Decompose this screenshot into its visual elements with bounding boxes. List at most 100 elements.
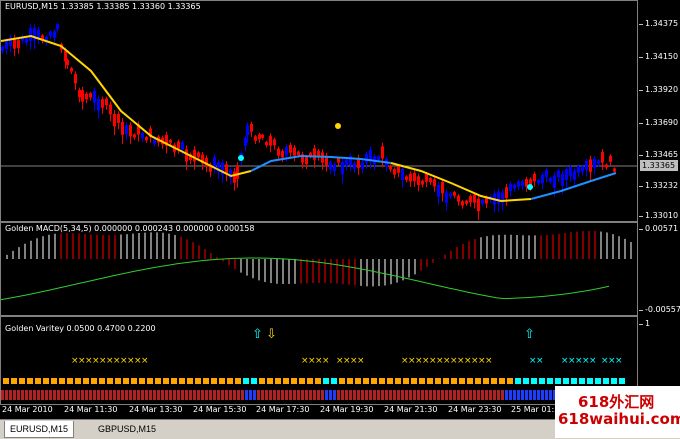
candle-body	[429, 178, 432, 183]
candle-body	[341, 161, 344, 175]
variety-strip	[329, 390, 332, 400]
candle-body	[601, 152, 604, 163]
tab-eurusd[interactable]: EURUSD,M15	[4, 421, 75, 438]
variety-strip	[413, 390, 416, 400]
variety-square	[155, 378, 161, 384]
variety-strip	[401, 390, 404, 400]
time-label: 25 Mar 01:30	[511, 405, 565, 414]
candle-body	[609, 155, 612, 162]
variety-strip	[429, 390, 432, 400]
variety-star: ×	[343, 356, 351, 366]
variety-strip	[9, 390, 12, 400]
candle-body	[425, 174, 428, 182]
variety-strip	[265, 390, 268, 400]
variety-title: Golden Varitey 0.0500 0.4700 0.2200	[5, 324, 156, 333]
variety-strip	[325, 390, 328, 400]
variety-square	[411, 378, 417, 384]
variety-square	[547, 378, 553, 384]
candle-body	[149, 128, 152, 137]
candle-body	[121, 121, 124, 135]
variety-star: ×	[401, 356, 409, 366]
candle-body	[481, 199, 484, 204]
variety-square	[3, 378, 9, 384]
variety-strip	[485, 390, 488, 400]
variety-square	[211, 378, 217, 384]
candle-body	[469, 196, 472, 203]
variety-star: ×	[443, 356, 451, 366]
price-chart-panel[interactable]: EURUSD,M15 1.33385 1.33385 1.33360 1.333…	[0, 0, 638, 222]
candle-body	[105, 98, 108, 106]
macd-signal-line	[1, 257, 610, 301]
variety-star: ×	[357, 356, 365, 366]
time-label: 24 Mar 13:30	[129, 405, 183, 414]
variety-square	[219, 378, 225, 384]
candle-body	[269, 136, 272, 146]
variety-strip	[525, 390, 528, 400]
variety-strip	[61, 390, 64, 400]
candle-body	[345, 159, 348, 166]
time-label: 24 Mar 2010	[2, 405, 53, 414]
variety-square	[539, 378, 545, 384]
candle-body	[265, 141, 268, 146]
variety-strip	[457, 390, 460, 400]
variety-strip	[513, 390, 516, 400]
candle-body	[193, 149, 196, 162]
candle-body	[246, 125, 249, 136]
macd-panel[interactable]: Golden MACD(5,34,5) 0.000000 0.000243 0.…	[0, 222, 638, 316]
variety-square	[451, 378, 457, 384]
candle-body	[197, 152, 200, 158]
candle-body	[113, 113, 116, 127]
variety-square	[475, 378, 481, 384]
candle-body	[81, 90, 84, 102]
variety-strip	[125, 390, 128, 400]
variety-square	[163, 378, 169, 384]
variety-strip	[249, 390, 252, 400]
variety-strip	[253, 390, 256, 400]
tab-gbpusd[interactable]: GBPUSD,M15	[98, 424, 157, 434]
candle-body	[409, 173, 412, 182]
variety-strip	[133, 390, 136, 400]
candle-body	[309, 152, 312, 157]
variety-strip	[173, 390, 176, 400]
variety-strip	[209, 390, 212, 400]
arrow-up-icon: ⇧	[524, 327, 535, 342]
variety-square	[331, 378, 337, 384]
candle-body	[529, 179, 532, 187]
candle-body	[236, 166, 239, 179]
candle-body	[93, 90, 96, 103]
candle-body	[185, 149, 188, 162]
variety-star: ×	[422, 356, 430, 366]
variety-square	[587, 378, 593, 384]
time-label: 24 Mar 23:30	[448, 405, 502, 414]
candle-body	[445, 192, 448, 203]
variety-square	[59, 378, 65, 384]
variety-strip	[153, 390, 156, 400]
variety-strip	[17, 390, 20, 400]
current-price-box: 1.33365	[640, 160, 678, 171]
variety-square	[395, 378, 401, 384]
variety-panel[interactable]: × × × × × × × × × × × × × × × × × × × × × × × × × × × × × × × × × × × × × × × ×…	[0, 316, 638, 405]
candle-body	[125, 125, 128, 135]
variety-strip	[161, 390, 164, 400]
variety-square	[67, 378, 73, 384]
candle-body	[177, 141, 180, 149]
variety-strip	[333, 390, 336, 400]
candle-body	[537, 180, 540, 184]
variety-square	[187, 378, 193, 384]
candle-body	[313, 148, 316, 160]
candle-body	[413, 172, 416, 182]
variety-strip	[93, 390, 96, 400]
candle-body	[64, 50, 67, 62]
variety-strip	[89, 390, 92, 400]
time-label: 24 Mar 19:30	[320, 405, 374, 414]
candle-body	[153, 139, 156, 144]
variety-strip	[321, 390, 324, 400]
candle-body	[517, 181, 520, 187]
candle-body	[213, 157, 216, 167]
variety-square	[75, 378, 81, 384]
variety-square	[43, 378, 49, 384]
variety-strip	[145, 390, 148, 400]
variety-star: ×	[436, 356, 444, 366]
variety-square	[275, 378, 281, 384]
price-label: 1.33465	[645, 150, 679, 159]
